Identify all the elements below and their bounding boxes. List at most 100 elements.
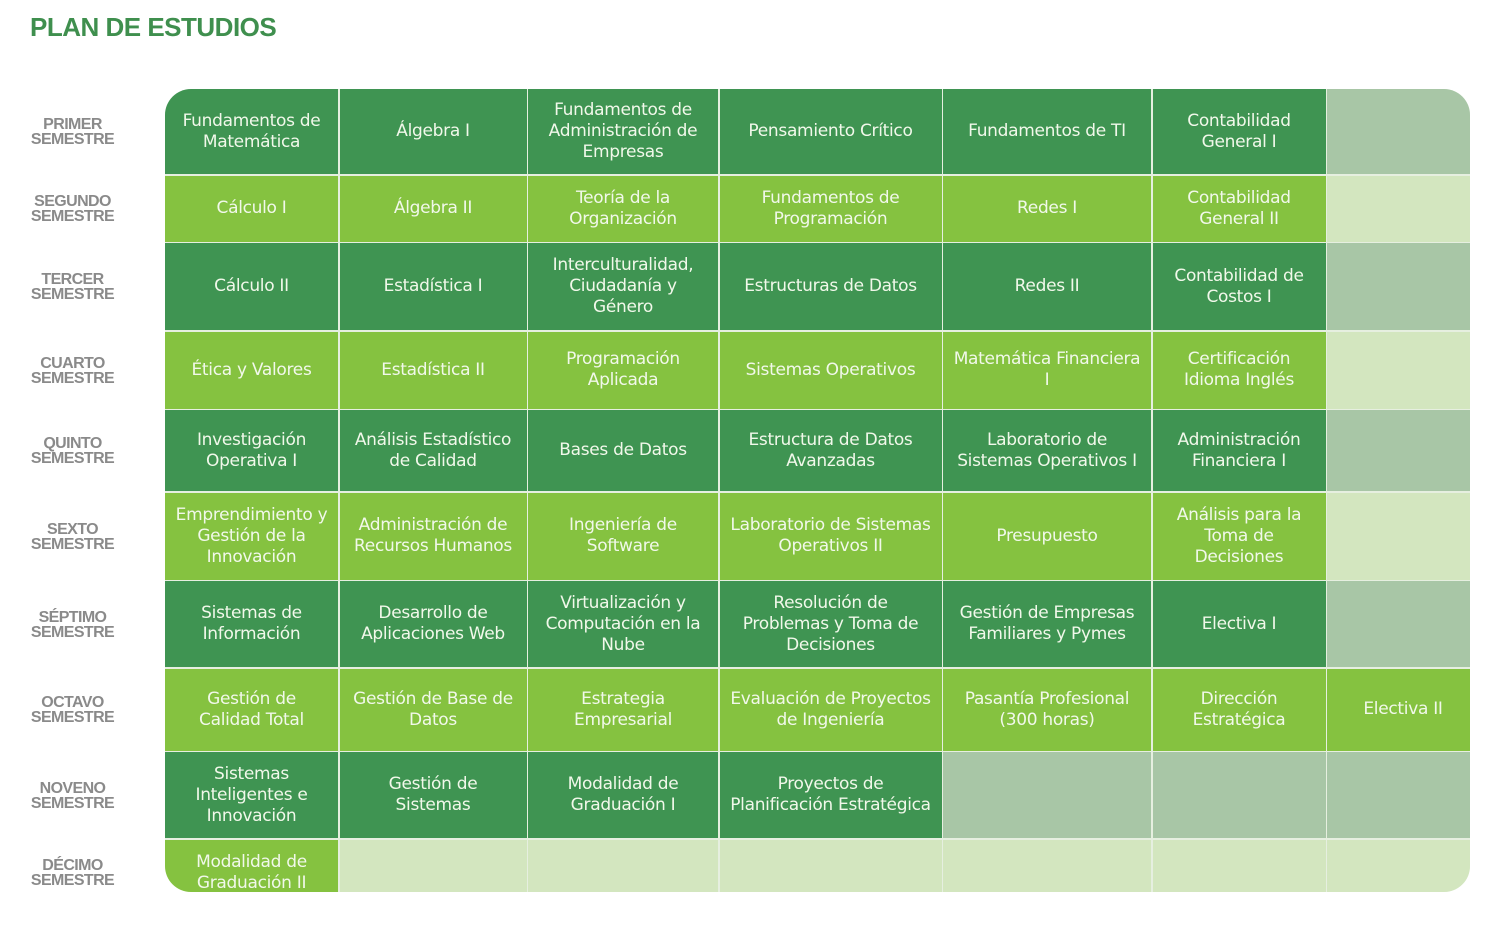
course-cell: Fundamentos de Programación: [719, 175, 942, 242]
page-title: PLAN DE ESTUDIOS: [30, 12, 277, 42]
semester-label-line: SEXTO: [47, 520, 99, 538]
semester-label-line: SEMESTRE: [30, 450, 115, 468]
empty-cell: [1327, 89, 1470, 174]
semester-label: DÉCIMO SEMESTRE: [0, 840, 145, 908]
empty-cell: [1327, 175, 1470, 242]
semester-label: SÉPTIMO SEMESTRE: [0, 581, 145, 669]
course-cell: Dirección Estratégica: [1152, 668, 1326, 751]
semester-label: PRIMER SEMESTRE: [0, 89, 145, 176]
semester-label: TERCER SEMESTRE: [0, 243, 145, 332]
course-cell: Electiva I: [1152, 581, 1326, 667]
course-cell: Desarrollo de Aplicaciones Web: [339, 581, 527, 667]
course-cell: Estadística I: [339, 243, 527, 330]
semester-label-line: SEMESTRE: [30, 709, 115, 727]
course-cell: Teoría de la Organización: [528, 175, 718, 242]
semester-label-line: DÉCIMO: [42, 857, 103, 875]
course-cell: Modalidad de Graduación II: [165, 839, 338, 892]
course-cell: Evaluación de Proyectos de Ingeniería: [719, 668, 942, 751]
course-cell: Certificación Idioma Inglés: [1152, 331, 1326, 409]
course-cell: Sistemas Inteligentes e Innovación: [165, 752, 338, 838]
empty-cell: [1327, 839, 1470, 892]
course-cell: Pensamiento Crítico: [719, 89, 942, 174]
course-cell: Interculturalidad, Ciudadanía y Género: [528, 243, 718, 330]
course-cell: Ética y Valores: [165, 331, 338, 409]
semester-label-line: SEMESTRE: [30, 131, 115, 149]
semester-label: SEXTO SEMESTRE: [0, 493, 145, 582]
empty-cell: [528, 839, 718, 892]
empty-cell: [1152, 752, 1326, 838]
empty-cell: [1327, 331, 1470, 409]
course-cell: Emprendimiento y Gestión de la Innovació…: [165, 492, 338, 580]
course-cell: Fundamentos de TI: [943, 89, 1151, 174]
empty-cell: [1327, 410, 1470, 491]
course-cell: Laboratorio de Sistemas Operativos I: [943, 410, 1151, 491]
course-cell: Contabilidad de Costos I: [1152, 243, 1326, 330]
semester-label: CUARTO SEMESTRE: [0, 332, 145, 411]
semester-label-line: SÉPTIMO: [38, 608, 107, 626]
empty-cell: [1327, 581, 1470, 667]
course-cell: Contabilidad General I: [1152, 89, 1326, 174]
course-cell: Proyectos de Planificación Estratégica: [719, 752, 942, 838]
empty-cell: [1327, 492, 1470, 580]
course-cell: Estadística II: [339, 331, 527, 409]
course-cell: Electiva II: [1327, 668, 1470, 751]
course-cell: Gestión de Sistemas: [339, 752, 527, 838]
semester-label: NOVENO SEMESTRE: [0, 752, 145, 840]
course-cell: Investigación Operativa I: [165, 410, 338, 491]
empty-cell: [339, 839, 527, 892]
semester-label-line: SEMESTRE: [30, 623, 115, 641]
course-cell: Análisis Estadístico de Calidad: [339, 410, 527, 491]
course-cell: Sistemas de Información: [165, 581, 338, 667]
course-cell: Modalidad de Graduación I: [528, 752, 718, 838]
semester-label: QUINTO SEMESTRE: [0, 410, 145, 493]
course-cell: Redes II: [943, 243, 1151, 330]
course-cell: Fundamentos de Matemática: [165, 89, 338, 174]
semester-label-line: SEMESTRE: [30, 208, 115, 226]
empty-cell: [943, 839, 1151, 892]
semester-labels: PRIMER SEMESTRE SEGUNDO SEMESTRE TERCER SEMES…: [0, 89, 145, 907]
course-cell: Contabilidad General II: [1152, 175, 1326, 242]
semester-label-line: SEMESTRE: [30, 369, 115, 387]
semester-label-line: TERCER: [41, 271, 104, 289]
course-cell: Presupuesto: [943, 492, 1151, 580]
course-cell: Administración Financiera I: [1152, 410, 1326, 491]
semester-label-line: QUINTO: [43, 435, 102, 453]
semester-label-line: NOVENO: [39, 779, 106, 797]
course-cell: Estructura de Datos Avanzadas: [719, 410, 942, 491]
course-cell: Gestión de Base de Datos: [339, 668, 527, 751]
semester-label: OCTAVO SEMESTRE: [0, 669, 145, 753]
course-cell: Resolución de Problemas y Toma de Decisi…: [719, 581, 942, 667]
course-cell: Pasantía Profesional (300 horas): [943, 668, 1151, 751]
course-cell: Ingeniería de Software: [528, 492, 718, 580]
course-cell: Redes I: [943, 175, 1151, 242]
course-cell: Sistemas Operativos: [719, 331, 942, 409]
course-cell: Administración de Recursos Humanos: [339, 492, 527, 580]
semester-label-line: OCTAVO: [41, 694, 104, 712]
course-cell: Álgebra I: [339, 89, 527, 174]
course-cell: Virtualización y Computación en la Nube: [528, 581, 718, 667]
empty-cell: [943, 752, 1151, 838]
course-cell: Gestión de Empresas Familiares y Pymes: [943, 581, 1151, 667]
course-cell: Laboratorio de Sistemas Operativos II: [719, 492, 942, 580]
semester-label-line: SEMESTRE: [30, 286, 115, 304]
semester-label-line: SEMESTRE: [30, 535, 115, 553]
course-cell: Cálculo II: [165, 243, 338, 330]
course-cell: Matemática Financiera I: [943, 331, 1151, 409]
empty-cell: [1152, 839, 1326, 892]
course-cell: Programación Aplicada: [528, 331, 718, 409]
course-cell: Bases de Datos: [528, 410, 718, 491]
course-cell: Álgebra II: [339, 175, 527, 242]
semester-label-line: SEMESTRE: [30, 794, 115, 812]
empty-cell: [719, 839, 942, 892]
course-cell: Estrategia Empresarial: [528, 668, 718, 751]
semester-label-line: SEGUNDO: [34, 193, 111, 211]
semester-label-line: SEMESTRE: [30, 872, 115, 890]
course-cell: Cálculo I: [165, 175, 338, 242]
course-cell: Estructuras de Datos: [719, 243, 942, 330]
empty-cell: [1327, 243, 1470, 330]
semester-label-line: PRIMER: [43, 116, 102, 134]
semester-label: SEGUNDO SEMESTRE: [0, 176, 145, 244]
curriculum-table: Fundamentos de Matemática Álgebra I Fundam…: [165, 89, 1470, 892]
course-cell: Fundamentos de Administración de Empresa…: [528, 89, 718, 174]
empty-cell: [1327, 752, 1470, 838]
